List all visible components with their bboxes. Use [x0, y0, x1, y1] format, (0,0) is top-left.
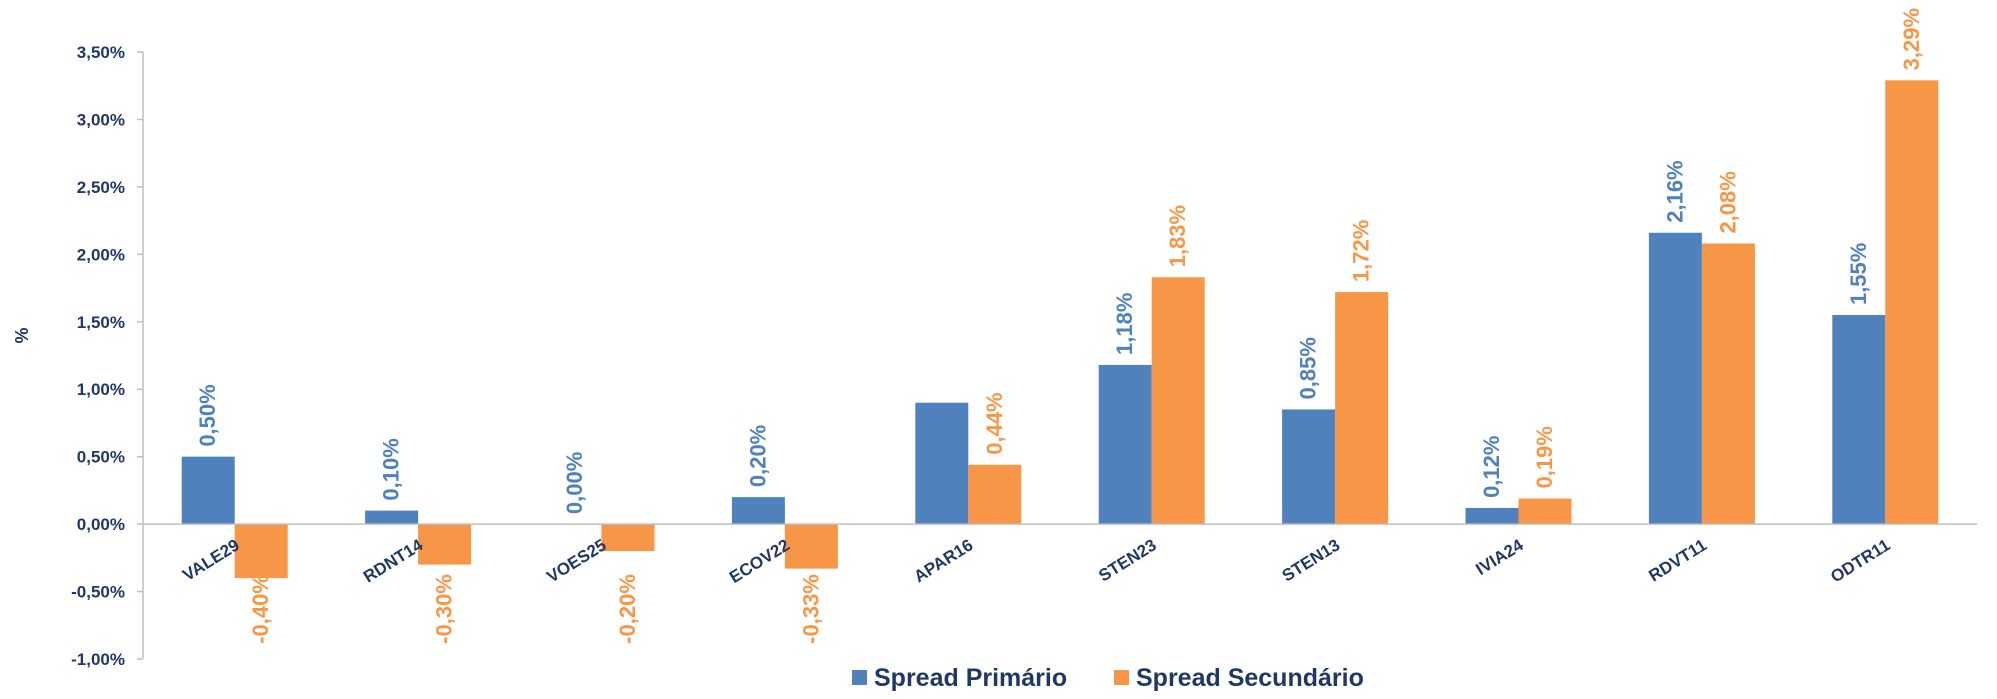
data-label: -0,30%	[432, 574, 457, 644]
x-tick-label: VALE29	[179, 535, 242, 584]
bar-spread-primario-vale29	[181, 456, 235, 525]
legend: Spread Primário Spread Secundário	[852, 664, 1364, 692]
data-label: 0,19%	[1532, 426, 1557, 488]
data-label: 0,00%	[562, 452, 587, 514]
x-tick-label: APAR16	[911, 535, 977, 586]
data-label: 0,10%	[379, 438, 404, 500]
data-label: 2,08%	[1715, 171, 1740, 233]
bar-spread-primario-rdvt11	[1648, 232, 1702, 525]
data-label: -0,40%	[248, 574, 273, 644]
data-label: 1,55%	[1846, 243, 1871, 305]
bar-spread-primario-rdnt14	[365, 510, 419, 525]
y-tick-label: 3,00%	[77, 110, 125, 129]
data-label: 0,20%	[745, 425, 770, 487]
data-label: -0,20%	[615, 574, 640, 644]
y-tick-label: 1,00%	[77, 380, 125, 399]
data-label: 0,44%	[982, 392, 1007, 454]
bar-spread-primario-sten23	[1098, 364, 1152, 525]
bar-spread-secundario-sten23	[1151, 277, 1205, 525]
bar-spread-primario-ivia24	[1465, 507, 1519, 525]
data-label: 0,12%	[1479, 436, 1504, 498]
bar-spread-secundario-vale29	[234, 524, 288, 579]
y-tick-label: 2,50%	[77, 178, 125, 197]
x-tick-label: ECOV22	[726, 535, 793, 587]
bar-spread-primario-odtr11	[1832, 315, 1886, 525]
bar-spread-primario-apar16	[915, 402, 969, 525]
bar-spread-secundario-voes25	[601, 524, 655, 552]
legend-item: Spread Secundário	[1136, 664, 1364, 692]
x-tick-label: IVIA24	[1472, 535, 1527, 579]
bar-spread-secundario-rdnt14	[418, 524, 472, 565]
y-tick-label: -0,50%	[71, 583, 125, 602]
y-tick-label: -1,00%	[71, 650, 125, 669]
x-tick-label: VOES25	[543, 535, 609, 586]
y-tick-label: 1,50%	[77, 313, 125, 332]
y-axis: -1,00% -0,50% 0,00% 0,50% 1,00% 1,50% 2,00% 2,5…	[71, 43, 144, 669]
y-tick-label: 3,50%	[77, 43, 125, 62]
y-tick-label: 2,00%	[77, 245, 125, 264]
bar-spread-secundario-ecov22	[784, 524, 838, 569]
x-tick-label: RDVT11	[1645, 535, 1710, 585]
data-label: -0,33%	[798, 574, 823, 644]
x-tick-label: ODTR11	[1827, 535, 1893, 586]
data-label: 1,72%	[1349, 220, 1374, 282]
bar-spread-secundario-rdvt11	[1701, 243, 1755, 525]
bars	[181, 80, 1939, 579]
bar-spread-primario-sten13	[1282, 409, 1336, 525]
y-axis-label: %	[12, 327, 32, 343]
legend-swatch	[852, 670, 867, 685]
data-label: 1,18%	[1112, 293, 1137, 355]
x-tick-label: RDNT14	[360, 535, 427, 586]
x-tick-label: STEN23	[1095, 535, 1160, 585]
x-tick-label: STEN13	[1279, 535, 1344, 585]
y-tick-label: 0,50%	[77, 448, 125, 467]
legend-swatch	[1114, 670, 1129, 685]
bar-spread-secundario-ivia24	[1518, 498, 1572, 525]
data-label: 0,85%	[1296, 337, 1321, 399]
bar-spread-secundario-apar16	[968, 464, 1022, 525]
data-label: 1,83%	[1165, 205, 1190, 267]
data-label: 0,50%	[195, 384, 220, 446]
data-labels: 0,50% -0,40% 0,10% -0,30% 0,00% -0,20% 0,20% -0…	[195, 8, 1924, 644]
bar-spread-primario-ecov22	[731, 497, 785, 525]
bar-spread-secundario-sten13	[1335, 292, 1389, 525]
bar-spread-secundario-odtr11	[1885, 80, 1939, 525]
y-tick-label: 0,00%	[77, 515, 125, 534]
legend-item: Spread Primário	[874, 664, 1067, 692]
data-label: 3,29%	[1899, 8, 1924, 70]
data-label: 2,16%	[1662, 160, 1687, 222]
